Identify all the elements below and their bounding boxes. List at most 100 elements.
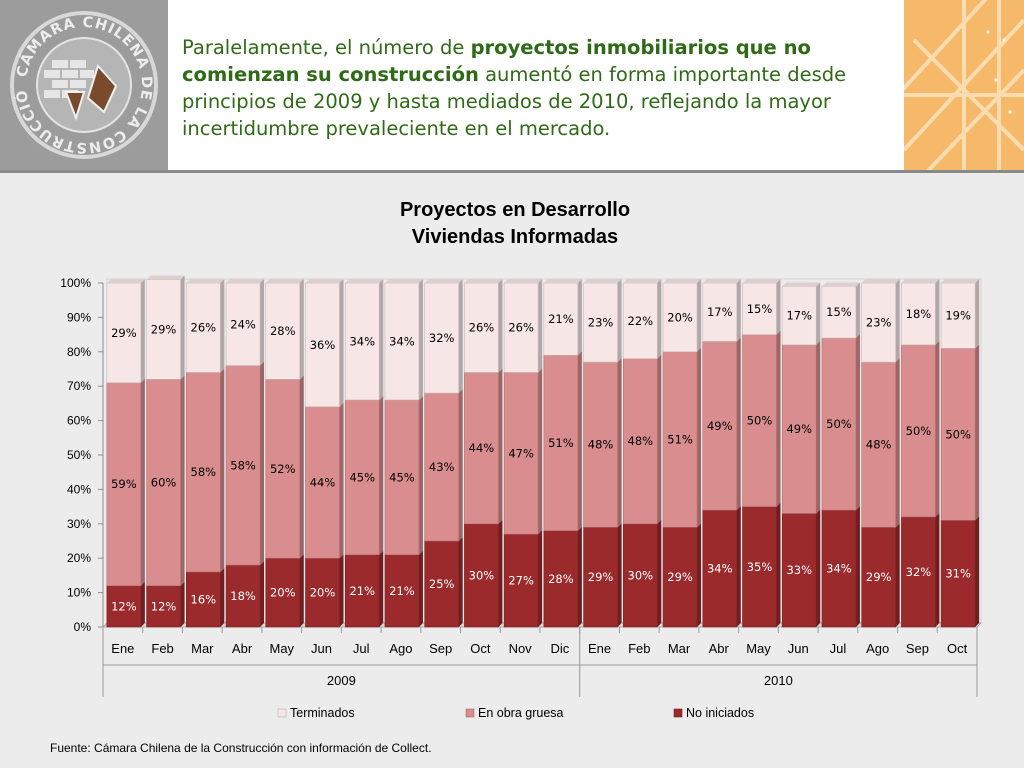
x-tick-label: Oct [470,641,491,656]
data-label: 49% [786,422,812,436]
bar-segment-side [418,550,423,627]
bar-segment [106,282,142,384]
x-tick-label: May [746,641,771,656]
bar-segment [186,282,221,373]
data-label: 26% [191,321,217,335]
bar-segment-top [345,279,384,283]
data-label: 12% [151,599,177,613]
bar-segment-side [736,506,741,627]
y-tick-label: 30% [67,517,91,531]
bar-segment-top [543,279,582,283]
bar-segment-side [855,506,860,627]
bar-segment [742,282,777,335]
bar-segment-side [935,512,940,627]
bar-segment-side [498,519,503,627]
data-label: 29% [111,326,137,340]
group-label: 2009 [327,673,356,688]
data-label: 29% [588,570,614,584]
bar-segment [781,286,817,346]
data-label: 17% [707,305,733,319]
data-label: 28% [548,572,574,586]
bar-segment-side [935,340,940,517]
bar-segment [305,406,340,559]
x-tick-label: Sep [906,641,929,656]
bar-segment [702,341,738,511]
bar-segment-side [657,354,662,524]
data-label: 47% [508,446,534,460]
bar-segment [424,540,459,628]
data-label: 18% [906,307,932,321]
data-label: 44% [310,476,336,490]
bar-segment-side [140,279,145,383]
bar-segment-top [623,279,662,283]
bar-segment-side [855,334,860,511]
bar-segment [861,282,896,363]
data-label: 28% [270,324,296,338]
y-tick-label: 70% [67,379,91,393]
bar-segment-side [339,279,344,407]
x-tick-label: Ene [111,641,134,656]
bar-segment-top [106,279,145,283]
y-tick-label: 10% [67,586,91,600]
data-label: 49% [707,419,733,433]
bar-segment-side [498,368,503,524]
bar-segment [146,379,181,587]
bar-segment-top [384,279,423,283]
data-label: 32% [429,331,455,345]
bar-segment [702,509,738,628]
bar-segment-side [458,389,463,541]
data-label: 20% [310,586,336,600]
x-tick-label: Abr [232,641,253,656]
bar-segment [106,585,142,628]
bar-segment-side [379,279,384,400]
x-tick-label: Jul [830,641,847,656]
bar-segment-side [895,523,900,627]
bar-segment-side [299,554,304,627]
bar-segment-side [935,279,940,345]
bar-segment-side [180,581,185,627]
bar-segment [742,506,777,628]
bar-segment-side [816,509,821,627]
bar-segment [424,392,459,542]
x-tick-label: Jun [311,641,332,656]
bar-segment [583,282,618,363]
bar-segment-side [418,279,423,400]
data-label: 29% [667,570,693,584]
bar-segment-top [702,279,741,283]
bar-segment [186,571,221,628]
data-label: 60% [151,476,177,490]
bar-segment [384,399,420,556]
data-label: 58% [191,465,217,479]
bar-segment [265,379,301,559]
bar-segment-top [861,279,900,283]
bar-segment-side [617,523,622,627]
x-tick-label: Ago [389,641,412,656]
y-tick-label: 100% [60,276,91,290]
bar-segment [781,513,817,628]
bar-segment-top [226,279,265,283]
bar-segment-top [265,279,304,283]
data-label: 27% [508,574,534,588]
headline-text: Paralelamente, el número de proyectos in… [182,36,847,140]
bar-segment-side [975,516,980,627]
scaffold-pattern [904,0,1024,170]
bar-segment-top [146,275,185,280]
bar-segment-side [260,561,265,627]
legend-label: Terminados [290,706,355,720]
bar-segment-side [299,279,304,380]
bar-segment-top [782,282,821,287]
bar-segment [623,282,658,359]
bar-segment [781,344,817,514]
data-label: 50% [826,417,852,431]
bar-segment-side [657,519,662,627]
bar-segment-top [742,279,781,283]
data-label: 58% [230,458,256,472]
x-tick-label: Dic [550,641,569,656]
bar-segment-side [697,347,702,528]
bar-segment [543,354,579,531]
header-divider [0,170,1024,173]
bar-segment [940,282,976,349]
data-label: 33% [786,563,812,577]
data-label: 17% [786,309,812,323]
data-label: 30% [469,568,495,582]
